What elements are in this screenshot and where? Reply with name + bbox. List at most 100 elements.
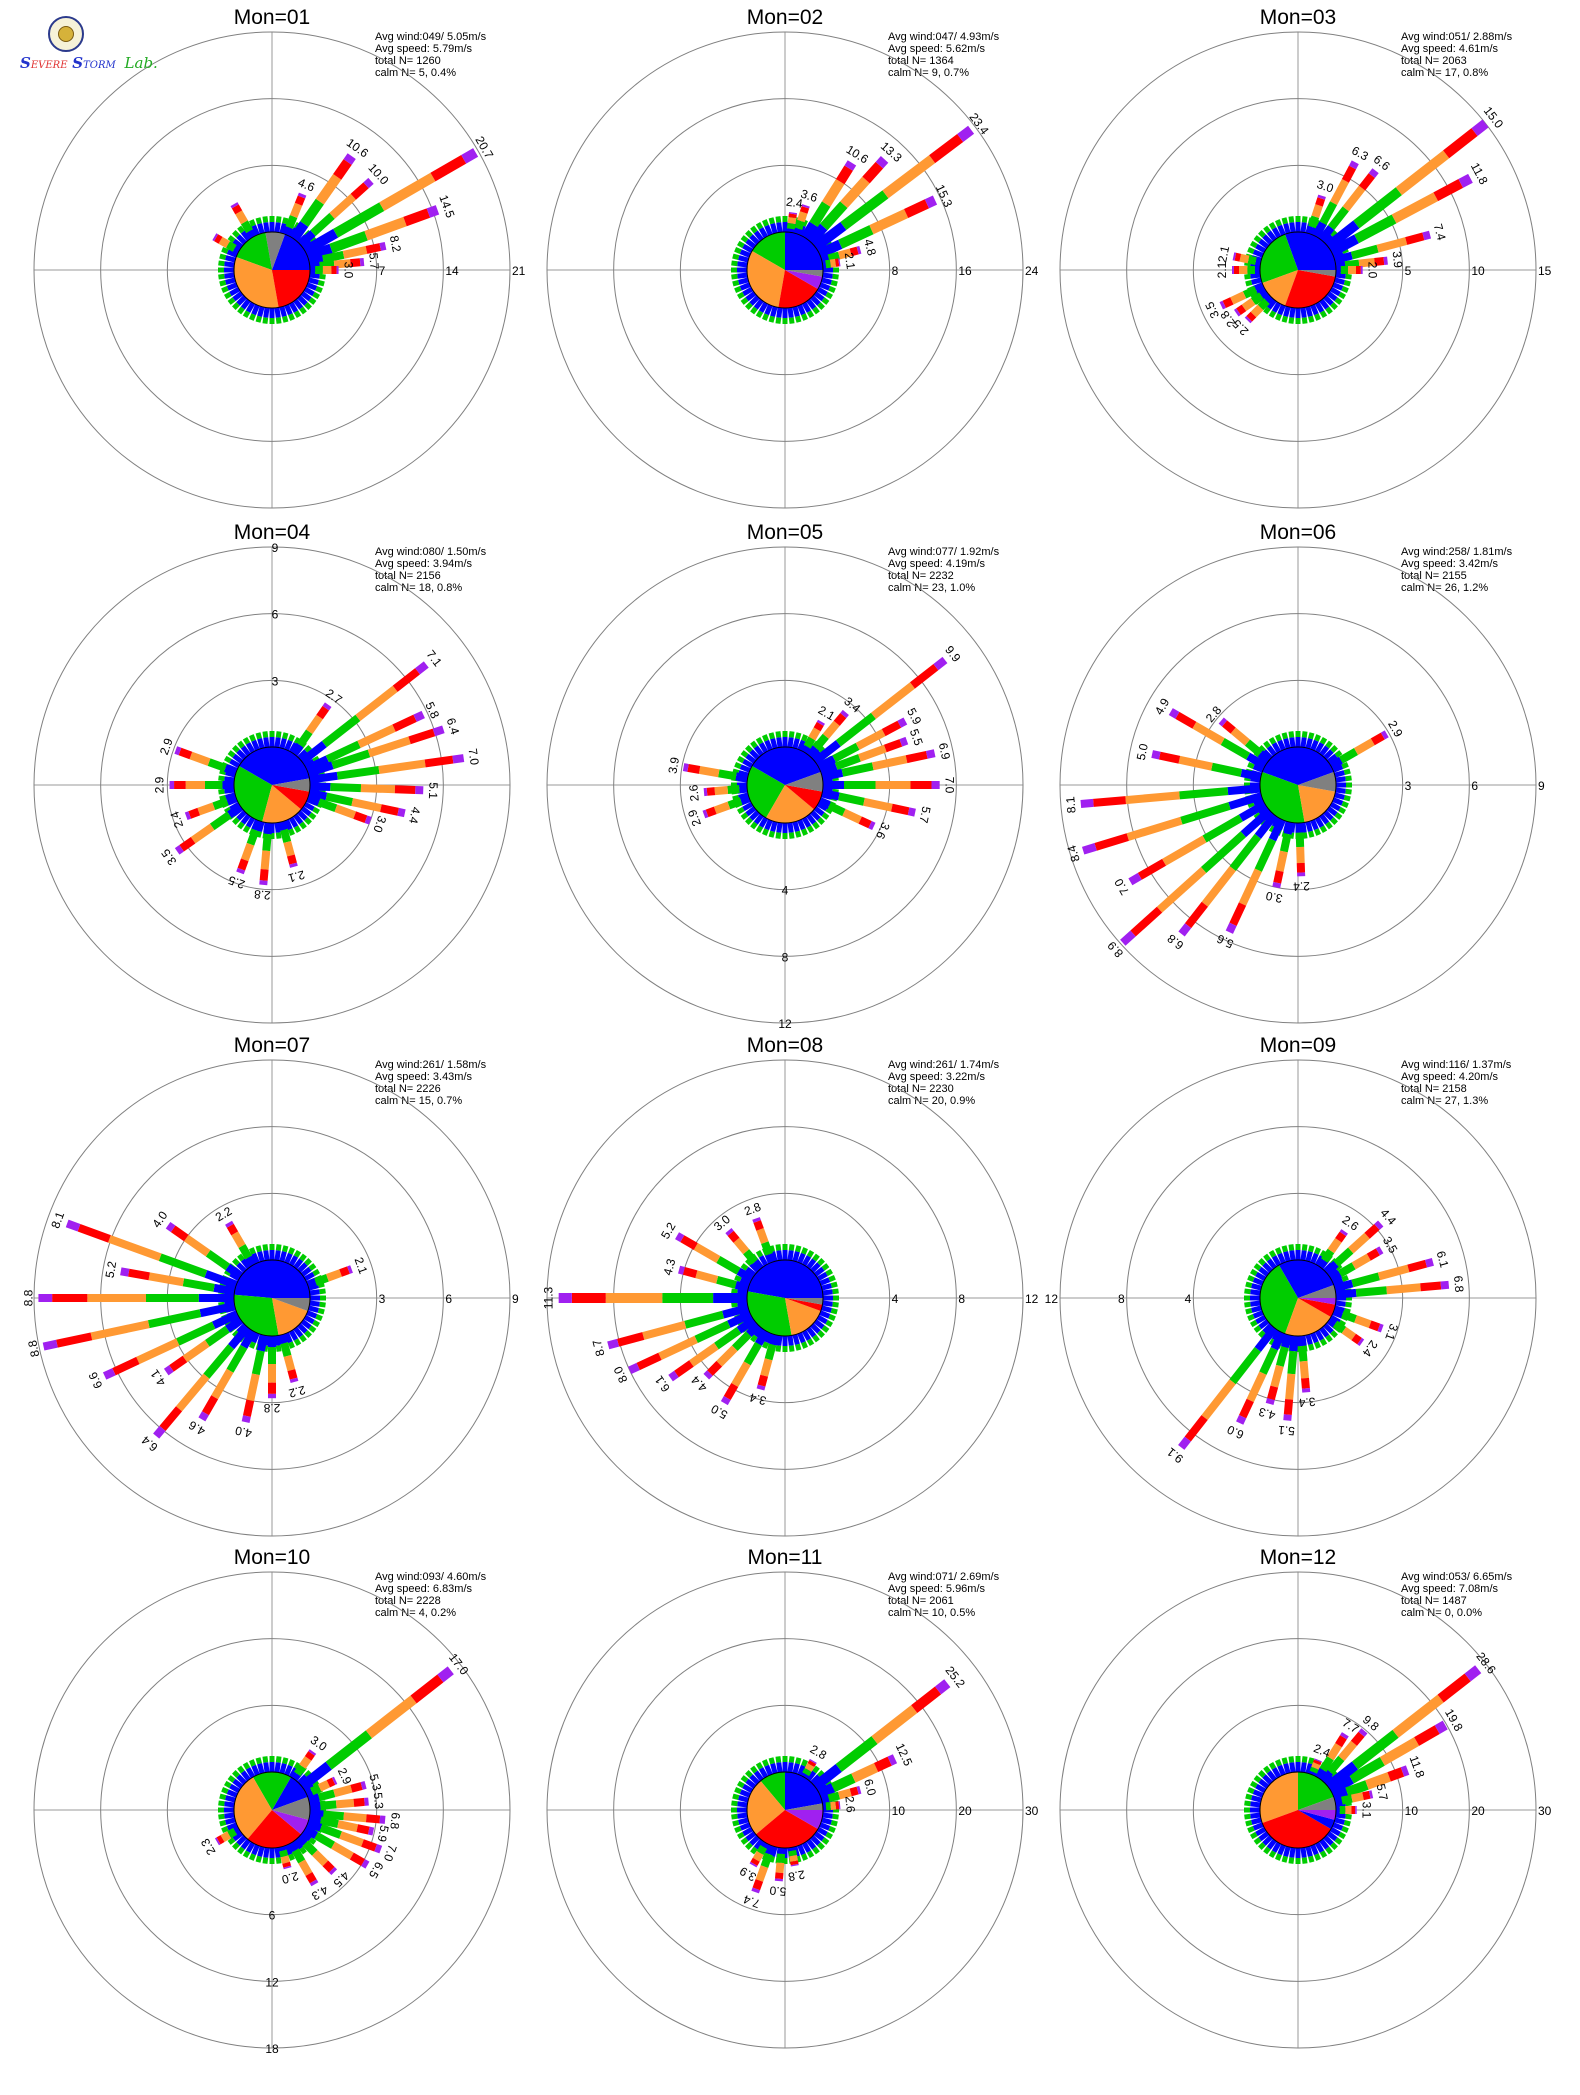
spoke-segment	[738, 758, 743, 761]
spoke-segment	[820, 1280, 829, 1284]
spoke-segment	[171, 1359, 184, 1368]
spoke-segment	[1315, 1764, 1317, 1768]
spoke-segment	[1271, 1852, 1274, 1857]
panel-stat: Avg speed: 5.96m/s	[888, 1583, 986, 1595]
spoke-segment	[1152, 754, 1160, 756]
spoke-segment	[1327, 1336, 1331, 1341]
spoke-segment	[1335, 256, 1352, 261]
spoke-segment	[820, 722, 821, 724]
spoke-segment	[1284, 1758, 1286, 1764]
spoke-segment	[706, 1373, 710, 1377]
spoke-segment	[1289, 1374, 1291, 1399]
spoke-segment	[1260, 1844, 1264, 1848]
spoke-segment	[1301, 1336, 1302, 1346]
spoke-segment	[1336, 790, 1346, 791]
spoke-segment	[310, 1813, 324, 1814]
spoke-segment	[795, 307, 798, 317]
spoke-segment	[1250, 275, 1260, 276]
spoke-segment	[1130, 876, 1139, 881]
spoke-segment	[1261, 301, 1267, 307]
spoke-segment	[320, 1304, 326, 1305]
spoke-segment	[1221, 304, 1224, 305]
spoke-segment	[1346, 1304, 1352, 1305]
spoke-segment	[266, 308, 267, 318]
ring-tick-label: 4	[892, 1292, 899, 1306]
spoke-segment	[220, 282, 226, 284]
spoke-segment	[1352, 249, 1378, 256]
spoke-segment	[660, 1339, 696, 1356]
spoke-segment	[677, 1236, 682, 1239]
spoke-segment	[330, 787, 361, 788]
spoke-segment	[290, 829, 292, 835]
spoke-segment	[1246, 282, 1252, 284]
spoke-segment	[823, 1303, 833, 1304]
spoke-segment	[1251, 1271, 1256, 1274]
spoke-segment	[870, 825, 874, 827]
spoke-segment	[936, 660, 945, 667]
spoke-value-label: 6.0	[861, 1777, 879, 1797]
spoke-segment	[326, 705, 328, 708]
spoke-segment	[842, 766, 872, 772]
ring-tick-label: 20	[1471, 1804, 1485, 1818]
spoke-segment	[814, 1336, 818, 1341]
spoke-segment	[1265, 308, 1269, 313]
spoke-segment	[791, 223, 792, 228]
spoke-segment	[747, 304, 751, 308]
ring-tick-label: 30	[1025, 1804, 1039, 1818]
spoke-segment	[1342, 803, 1348, 805]
spoke-segment	[229, 237, 234, 241]
spoke-value-label: 8.0	[611, 1364, 631, 1385]
panel-stat: calm N= 27, 1.3%	[1401, 1095, 1488, 1107]
spoke-segment	[337, 162, 347, 177]
spoke-segment	[332, 1870, 334, 1872]
spoke-value-label: 4.4	[406, 806, 423, 826]
spoke-segment	[218, 791, 224, 792]
spoke-segment	[1244, 1816, 1250, 1817]
spoke-value-label: 2.1	[842, 252, 858, 271]
ring-tick-label: 16	[958, 264, 972, 278]
spoke-segment	[764, 829, 766, 835]
spoke-segment	[823, 1327, 828, 1331]
spoke-segment	[301, 194, 302, 197]
spoke-segment	[464, 152, 476, 159]
spoke-segment	[779, 823, 780, 833]
spoke-value-label: 3.1	[1360, 1802, 1374, 1819]
spoke-segment	[853, 1768, 876, 1779]
spoke-segment	[735, 288, 741, 290]
spoke-segment	[1291, 731, 1292, 737]
panel-stat: Avg speed: 3.94m/s	[375, 558, 473, 570]
spoke-segment	[1331, 1240, 1338, 1251]
spoke-segment	[738, 243, 743, 246]
spoke-segment	[914, 1690, 938, 1709]
spoke-segment	[320, 1784, 329, 1788]
spoke-segment	[250, 830, 255, 844]
spoke-segment	[258, 316, 260, 322]
spoke-segment	[1265, 742, 1269, 747]
spoke-segment	[1343, 1734, 1345, 1737]
spoke-segment	[727, 1385, 735, 1398]
spoke-segment	[326, 797, 352, 802]
spoke-segment	[214, 1288, 234, 1292]
spoke-value-label: 4.8	[861, 237, 879, 257]
spoke-segment	[1265, 1767, 1269, 1772]
spoke-segment	[218, 1803, 224, 1804]
panel-stat: Avg speed: 3.22m/s	[888, 1071, 986, 1083]
spoke-segment	[1370, 1324, 1379, 1327]
spoke-segment	[234, 1260, 238, 1264]
spoke-segment	[801, 212, 804, 221]
spoke-segment	[831, 282, 837, 284]
spoke-segment	[245, 1852, 248, 1857]
spoke-segment	[1267, 297, 1271, 301]
spoke-value-label: 3.1	[1382, 1322, 1401, 1343]
spoke-segment	[277, 737, 278, 747]
spoke-segment	[254, 305, 258, 314]
spoke-segment	[1346, 1816, 1352, 1817]
spoke-segment	[747, 1844, 751, 1848]
panel-stat: calm N= 23, 1.0%	[888, 582, 975, 594]
spoke-segment	[361, 788, 395, 789]
spoke-segment	[230, 1226, 234, 1234]
spoke-value-label: 15.3	[933, 182, 956, 209]
spoke-segment	[747, 819, 751, 823]
ring-tick-label: 4	[1185, 1292, 1192, 1306]
